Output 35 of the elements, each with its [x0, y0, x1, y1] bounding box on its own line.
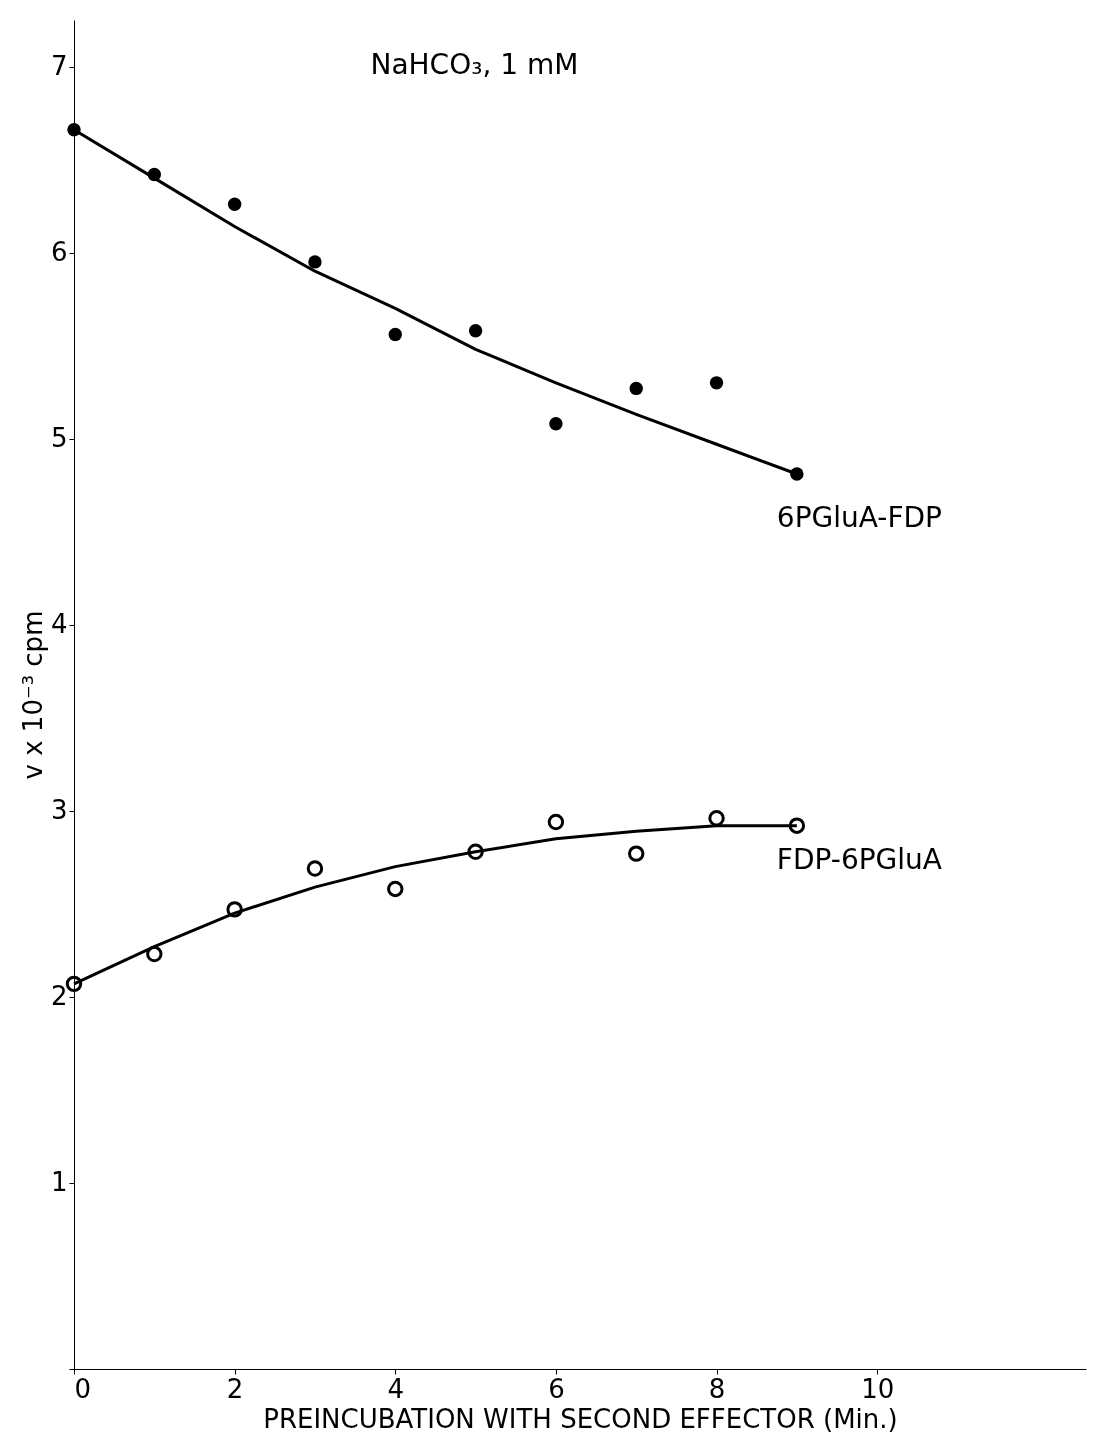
point [227, 197, 242, 211]
point [388, 327, 402, 342]
point [708, 810, 725, 827]
y-axis-title: v x 10⁻³ cpm [17, 610, 48, 780]
point [788, 817, 806, 834]
point [628, 845, 645, 862]
point [226, 901, 243, 918]
point [468, 324, 483, 338]
series-label: FDP-6PGluA [776, 842, 942, 876]
point [65, 975, 83, 993]
x-tick-label: 6 [548, 1373, 565, 1404]
text: NaHCO₃, 1 mM [370, 48, 579, 81]
point [308, 255, 322, 269]
y-tick-label: 1 [50, 1167, 68, 1198]
x-tick-label: 10 [861, 1373, 895, 1404]
point [146, 945, 163, 963]
x-tick-label: 4 [387, 1373, 405, 1404]
y-tick-label: 7 [50, 51, 68, 82]
point [306, 860, 324, 877]
y-tick-label: 3 [50, 795, 68, 826]
point [467, 843, 484, 860]
x-tick-label: 0 [74, 1373, 92, 1404]
y-tick-label: 5 [50, 423, 68, 454]
point [547, 813, 565, 831]
point [629, 381, 643, 396]
point [549, 417, 563, 431]
series-label: 6PGluA-FDP [776, 501, 942, 535]
x-tick-label: 2 [226, 1373, 244, 1404]
x-axis-title: PREINCUBATION WITH SECOND EFFECTOR (Min.) [263, 1403, 898, 1434]
point [387, 880, 404, 898]
y-tick-label: 2 [50, 981, 68, 1012]
y-tick-label: 4 [50, 609, 68, 640]
y-tick-label: 6 [50, 237, 68, 268]
x-tick-label: 8 [708, 1373, 726, 1404]
point [709, 376, 724, 390]
